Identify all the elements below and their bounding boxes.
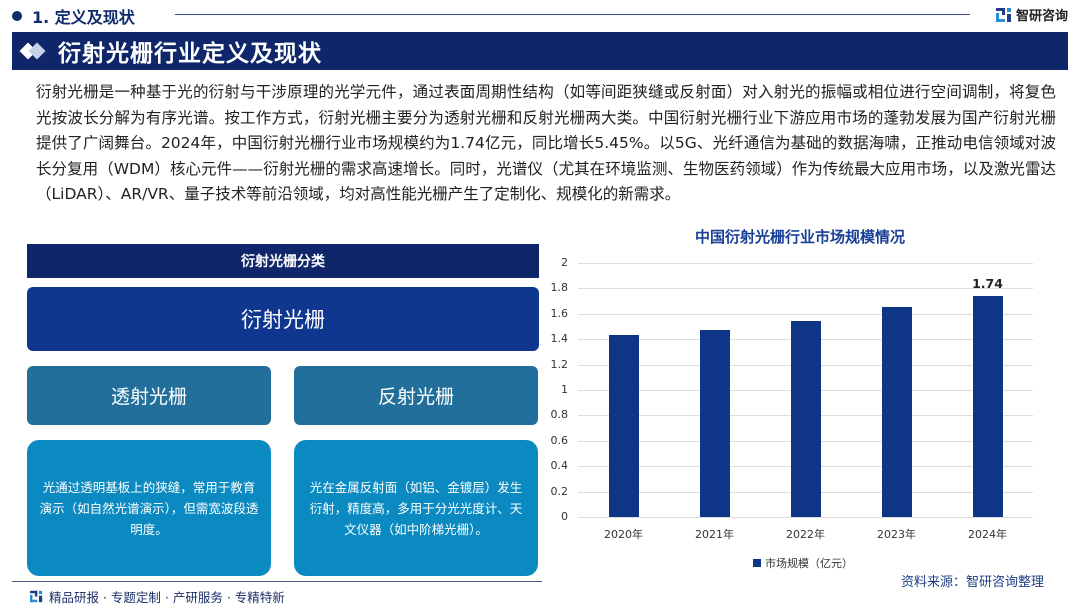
gridline [578, 288, 1033, 290]
section-label: 1. 定义及现状 [32, 8, 135, 27]
brand: 智研咨询 [995, 5, 1068, 24]
bar [699, 330, 730, 517]
reflection-description-text: 光在金属反射面（如铝、金镀层）发生衍射，精度高，多用于分光光度计、天文仪器（如中… [309, 479, 523, 537]
section-header: 1. 定义及现状 [12, 4, 135, 28]
transmission-description: 光通过透明基板上的狭缝，常用于教育演示（如自然光谱演示），但需宽波段透明度。 [27, 440, 271, 576]
y-tick-label: 1.4 [550, 332, 569, 346]
y-tick-label: 1.2 [550, 357, 569, 371]
y-tick-label: 1.6 [550, 306, 569, 320]
title-bar: 衍射光栅行业定义及现状 [12, 32, 1068, 70]
diamond-icon [22, 44, 48, 58]
y-tick-label: 0.2 [550, 484, 569, 498]
y-tick-label: 0.6 [550, 433, 569, 447]
bullet-dot-icon [12, 11, 22, 21]
footer-tagline: 精品研报 · 专题定制 · 产研服务 · 专精特新 [49, 590, 285, 605]
chart-title: 中国衍射光栅行业市场规模情况 [694, 228, 905, 246]
classification-heading: 衍射光栅分类 [27, 244, 539, 278]
legend-swatch-icon [753, 559, 761, 567]
type-reflection: 反射光栅 [294, 366, 538, 425]
x-tick-label: 2021年 [695, 528, 734, 541]
gridline [578, 263, 1033, 264]
classification-root: 衍射光栅 [27, 287, 539, 351]
bar [608, 335, 639, 517]
y-tick-label: 0.8 [550, 408, 569, 422]
transmission-description-text: 光通过透明基板上的狭缝，常用于教育演示（如自然光谱演示），但需宽波段透明度。 [39, 479, 259, 537]
x-tick-label: 2023年 [877, 528, 916, 541]
bar [972, 296, 1003, 517]
data-source: 资料来源：智研咨询整理 [900, 575, 1044, 590]
y-tick-label: 1 [561, 383, 568, 396]
reflection-description: 光在金属反射面（如铝、金镀层）发生衍射，精度高，多用于分光光度计、天文仪器（如中… [294, 440, 538, 576]
legend-label: 市场规模（亿元） [765, 557, 853, 570]
x-tick-label: 2024年 [968, 528, 1007, 541]
footer: 精品研报 · 专题定制 · 产研服务 · 专精特新 [30, 587, 285, 606]
bar-chart: 0 0.2 0.4 0.6 0.8 1 1.2 1.4 1.6 1.8 2 2020年 2021年 202… [540, 250, 1070, 580]
footer-divider [12, 581, 542, 582]
x-tick-label: 2020年 [604, 528, 643, 541]
x-tick-label: 2022年 [786, 528, 825, 541]
type-transmission: 透射光栅 [27, 366, 271, 425]
y-tick-label: 0.4 [550, 459, 569, 473]
gridline [578, 313, 1033, 315]
y-tick-label: 1.8 [550, 281, 569, 295]
plot-area: 0 0.2 0.4 0.6 0.8 1 1.2 1.4 1.6 1.8 2 2020年 2021年 202… [551, 256, 1033, 541]
bar-data-label: 1.74 [972, 276, 1003, 292]
intro-paragraph: 衍射光栅是一种基于光的衍射与干涉原理的光学元件，通过表面周期性结构（如等间距狭缝… [36, 83, 1056, 203]
brand-logo-icon [995, 7, 1012, 23]
chart-legend: 市场规模（亿元） [753, 555, 853, 571]
footer-logo-icon [30, 590, 43, 603]
bar [790, 321, 821, 517]
page-title: 衍射光栅行业定义及现状 [58, 41, 322, 67]
bar [881, 307, 912, 517]
header-divider [175, 14, 970, 15]
brand-name: 智研咨询 [1015, 9, 1068, 24]
y-tick-label: 0 [561, 510, 568, 523]
gridline [578, 517, 1033, 518]
y-tick-label: 2 [561, 256, 568, 269]
